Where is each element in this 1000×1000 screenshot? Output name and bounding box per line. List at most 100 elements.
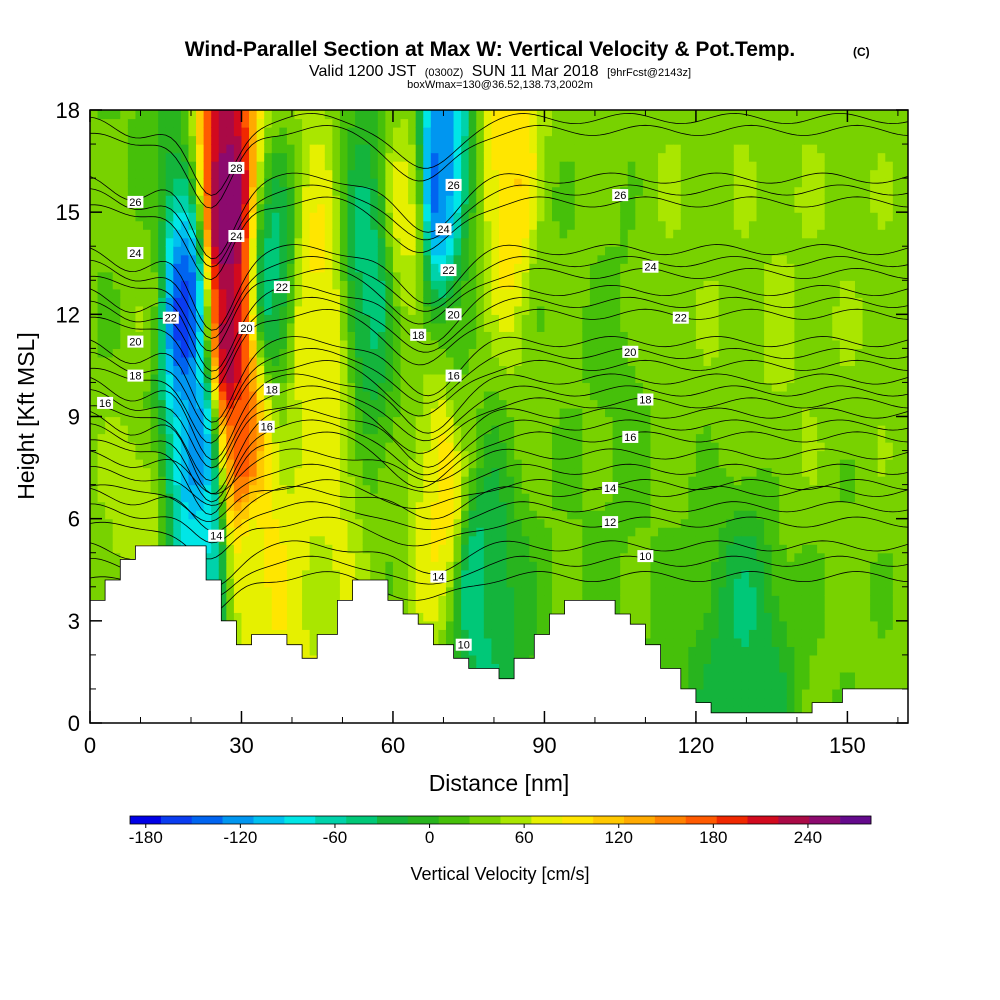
velocity-cell	[574, 595, 583, 605]
velocity-cell	[294, 459, 303, 469]
velocity-cell	[120, 484, 129, 494]
velocity-cell	[203, 135, 212, 145]
velocity-cell	[271, 365, 280, 375]
velocity-cell	[499, 382, 508, 392]
velocity-cell	[438, 535, 447, 545]
velocity-cell	[415, 603, 424, 613]
velocity-cell	[453, 356, 462, 367]
velocity-cell	[203, 144, 212, 154]
velocity-cell	[264, 169, 273, 179]
velocity-cell	[536, 144, 546, 154]
velocity-cell	[347, 501, 356, 511]
velocity-cell	[347, 425, 356, 435]
velocity-cell	[211, 493, 220, 503]
velocity-cell	[286, 339, 296, 349]
velocity-cell	[370, 535, 379, 545]
velocity-cell	[423, 144, 432, 154]
velocity-cell	[574, 297, 583, 307]
velocity-cell	[339, 263, 349, 273]
velocity-cell	[249, 254, 258, 264]
velocity-cell	[483, 569, 493, 579]
velocity-cell	[211, 246, 220, 256]
velocity-cell	[279, 603, 288, 613]
velocity-cell	[249, 203, 258, 213]
velocity-cell	[309, 110, 318, 120]
velocity-cell	[127, 527, 137, 537]
velocity-cell	[445, 348, 455, 358]
velocity-cell	[438, 365, 447, 375]
velocity-cell	[408, 586, 417, 596]
velocity-cell	[385, 373, 394, 384]
velocity-cell	[476, 612, 485, 622]
velocity-cell	[332, 297, 341, 307]
velocity-cell	[203, 263, 212, 273]
velocity-cell	[400, 271, 409, 281]
velocity-cell	[180, 237, 190, 247]
velocity-cell	[392, 178, 402, 188]
velocity-cell	[143, 493, 152, 503]
velocity-cell	[317, 407, 326, 418]
velocity-cell	[332, 263, 341, 273]
velocity-cell	[370, 186, 379, 196]
velocity-cell	[211, 476, 220, 486]
velocity-cell	[430, 603, 439, 613]
velocity-cell	[112, 169, 121, 179]
velocity-cell	[143, 425, 152, 435]
velocity-cell	[347, 518, 356, 528]
velocity-cell	[120, 322, 129, 332]
velocity-cell	[150, 518, 159, 528]
velocity-cell	[461, 254, 470, 264]
velocity-cell	[400, 203, 409, 213]
velocity-cell	[605, 178, 614, 188]
box-wmax-label: boxWmax=130@36.52,138.73,2002m	[407, 79, 593, 91]
velocity-cell	[491, 195, 500, 205]
velocity-cell	[400, 442, 409, 452]
velocity-cell	[309, 595, 318, 605]
velocity-cell	[453, 552, 462, 562]
velocity-cell	[491, 416, 500, 426]
velocity-cell	[150, 339, 159, 349]
velocity-cell	[150, 459, 159, 469]
velocity-cell	[233, 501, 243, 511]
velocity-cell	[355, 135, 364, 145]
velocity-cell	[385, 110, 394, 120]
velocity-cell	[400, 569, 409, 579]
velocity-cell	[370, 271, 379, 281]
velocity-cell	[385, 178, 394, 188]
velocity-cell	[415, 501, 424, 511]
velocity-cell	[241, 186, 250, 196]
velocity-cell	[521, 459, 530, 469]
velocity-cell	[97, 152, 106, 162]
velocity-cell	[112, 178, 121, 188]
velocity-cell	[514, 603, 523, 613]
velocity-cell	[529, 152, 538, 162]
velocity-cell	[241, 450, 250, 460]
velocity-cell	[483, 484, 493, 494]
velocity-cell	[249, 271, 258, 281]
velocity-cell	[226, 450, 235, 460]
velocity-cell	[438, 356, 447, 367]
velocity-cell	[552, 552, 561, 562]
velocity-cell	[324, 484, 333, 494]
velocity-cell	[461, 425, 470, 435]
velocity-cell	[165, 110, 174, 120]
velocity-cell	[264, 314, 273, 324]
velocity-cell	[559, 535, 568, 545]
velocity-cell	[529, 442, 538, 452]
velocity-cell	[506, 654, 515, 664]
velocity-cell	[90, 442, 99, 452]
velocity-cell	[392, 339, 402, 349]
velocity-cell	[264, 467, 273, 477]
velocity-cell	[605, 467, 614, 477]
velocity-cell	[529, 510, 538, 520]
velocity-cell	[249, 339, 258, 349]
velocity-cell	[597, 501, 606, 511]
velocity-cell	[302, 407, 311, 418]
velocity-cell	[241, 118, 250, 128]
velocity-cell	[188, 399, 197, 409]
velocity-cell	[120, 348, 129, 358]
velocity-cell	[370, 467, 379, 477]
velocity-cell	[506, 629, 515, 639]
velocity-cell	[317, 203, 326, 213]
velocity-cell	[339, 237, 349, 247]
